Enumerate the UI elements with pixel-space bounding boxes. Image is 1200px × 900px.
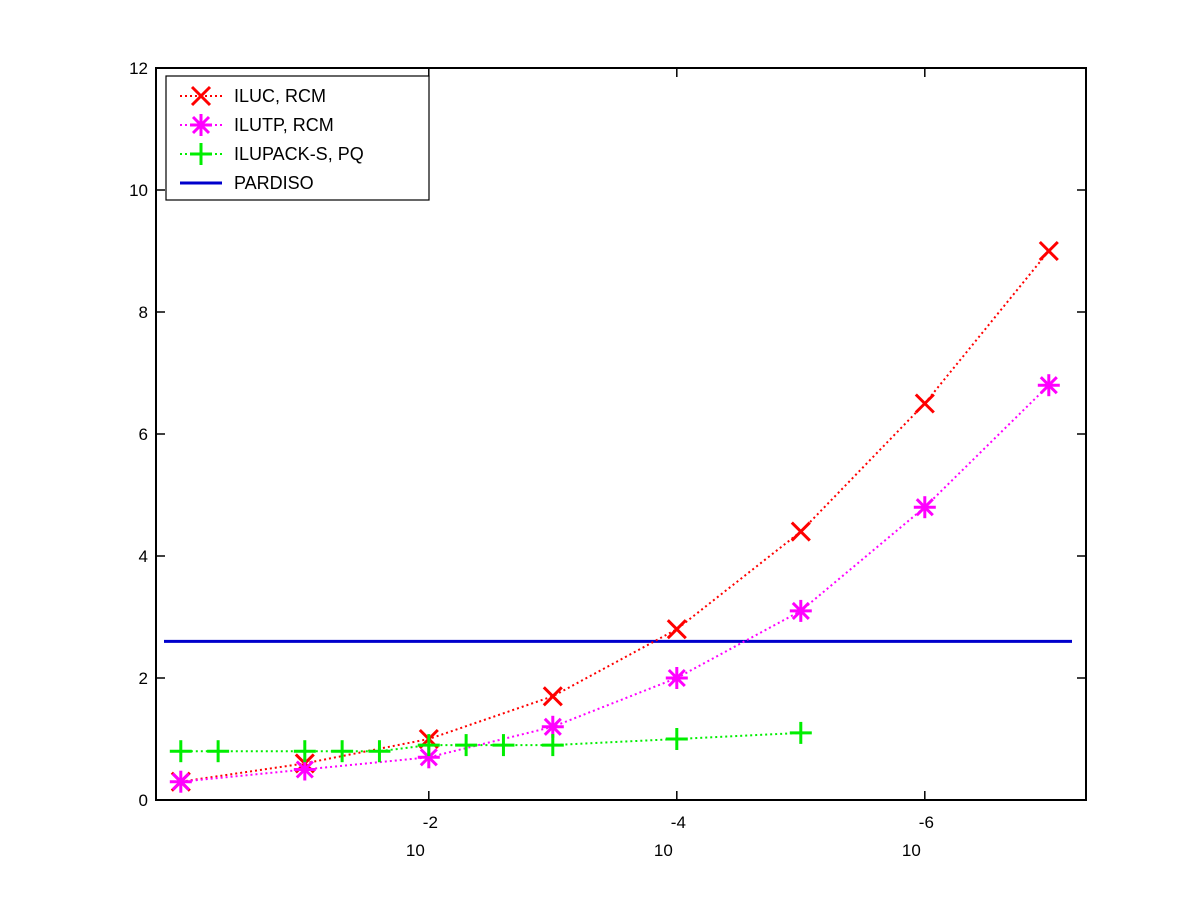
- series-line: [180, 731, 801, 753]
- data-point: [542, 686, 563, 707]
- legend-label: ILUPACK-S, PQ: [234, 144, 364, 164]
- data-point: [914, 393, 935, 414]
- legend-entry: PARDISO: [180, 173, 314, 193]
- data-point: [1038, 240, 1059, 262]
- x-tick-label-exponent: -6: [919, 813, 934, 832]
- legend-label: ILUC, RCM: [234, 86, 326, 106]
- legend-marker: [191, 115, 211, 135]
- legend-marker: [190, 85, 212, 107]
- series-2: [169, 721, 812, 763]
- x-tick-label-exponent: -2: [423, 813, 438, 832]
- data-point: [543, 717, 562, 736]
- x-tick-label-base: 10: [902, 841, 921, 860]
- data-point: [171, 772, 190, 791]
- legend-label: ILUTP, RCM: [234, 115, 334, 135]
- y-tick-label: 2: [139, 669, 148, 688]
- y-tick-label: 12: [129, 59, 148, 78]
- x-tick-label-exponent: -4: [671, 813, 686, 832]
- data-point: [419, 748, 438, 767]
- series-layer: [164, 240, 1072, 793]
- legend-entry: ILUTP, RCM: [180, 114, 334, 136]
- data-point: [791, 601, 810, 620]
- x-tick-label-base: 10: [654, 841, 673, 860]
- axis-ticks: 0 2 4 6 8 10 12 10 -2 10 -4 10 -6: [129, 59, 1086, 860]
- x-tick-label-base: 10: [406, 841, 425, 860]
- series-line: [180, 250, 1050, 783]
- legend-entry: ILUPACK-S, PQ: [180, 143, 364, 165]
- data-point: [790, 521, 811, 542]
- y-tick-label: 0: [139, 791, 148, 810]
- y-tick-label: 6: [139, 425, 148, 444]
- data-point: [915, 498, 934, 517]
- series-line: [180, 384, 1050, 783]
- data-point: [1039, 376, 1058, 395]
- legend-entry: ILUC, RCM: [180, 85, 326, 107]
- legend-box: [165, 75, 430, 201]
- series-1: [169, 374, 1060, 793]
- data-point: [666, 619, 687, 640]
- y-tick-label: 8: [139, 303, 148, 322]
- legend: ILUC, RCM ILUTP, RCM ILUPACK-S, PQ PARDISO: [165, 75, 430, 201]
- y-tick-label: 10: [129, 181, 148, 200]
- y-tick-label: 4: [139, 547, 148, 566]
- data-point: [295, 760, 314, 779]
- legend-label: PARDISO: [234, 173, 314, 193]
- data-point: [667, 668, 686, 688]
